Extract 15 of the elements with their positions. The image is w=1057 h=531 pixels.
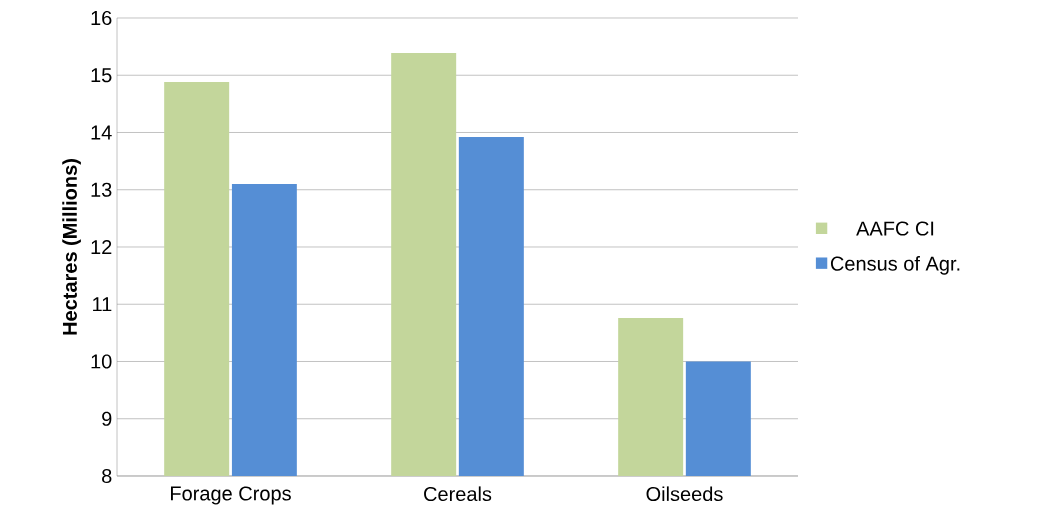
y-tick-label: 16	[91, 10, 112, 26]
legend-label: AAFC CI	[856, 221, 934, 236]
y-tick-label: 14	[91, 125, 112, 140]
legend-label: Census of Agr.	[830, 256, 960, 275]
y-tick-label: 11	[93, 297, 112, 312]
x-tick-label: Oilseeds	[646, 486, 723, 502]
x-tick-label: Cereals	[424, 486, 492, 502]
x-tick-label: Forage Crops	[171, 486, 291, 505]
y-tick-label: 9	[102, 411, 112, 426]
y-axis-title: Hectares (Millions)	[62, 159, 81, 335]
y-tick-label: 12	[91, 240, 112, 254]
y-tick-label: 8	[102, 468, 112, 484]
y-tick-label: 13	[91, 182, 112, 197]
y-tick-label: 15	[91, 68, 112, 83]
y-tick-label: 10	[91, 354, 112, 369]
